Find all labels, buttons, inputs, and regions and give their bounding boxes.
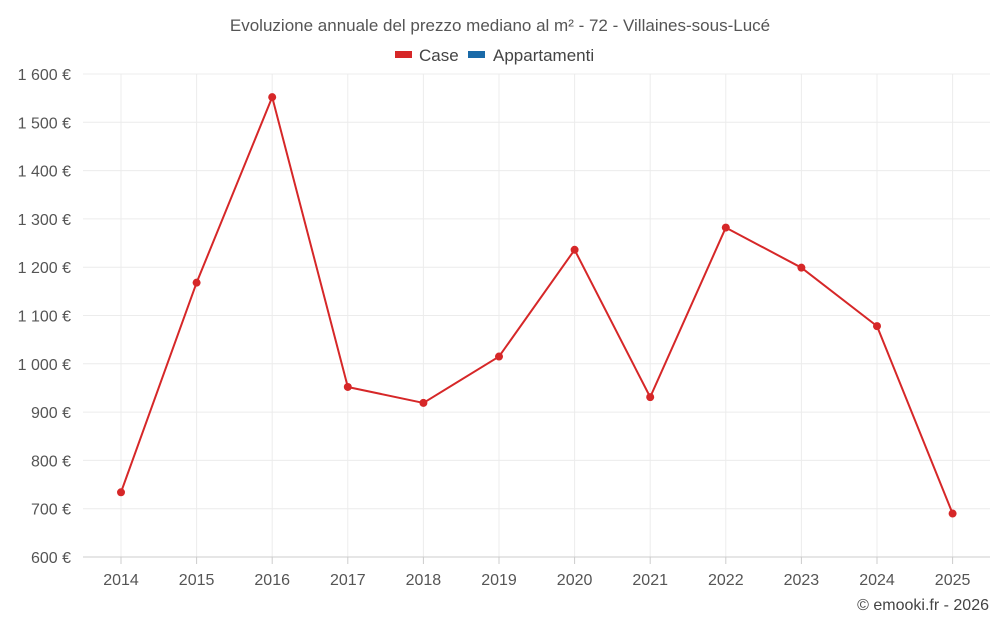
x-tick-label: 2016: [254, 572, 290, 589]
legend: Case Appartamenti: [395, 46, 594, 65]
legend-item-appartamenti[interactable]: Appartamenti: [468, 46, 594, 65]
legend-swatch-appartamenti: [468, 51, 485, 58]
y-tick-label: 1 500 €: [18, 115, 71, 132]
x-tick-label: 2024: [859, 572, 895, 589]
x-tick-label: 2023: [784, 572, 820, 589]
y-tick-label: 1 300 €: [18, 212, 71, 229]
data-point[interactable]: [192, 278, 201, 287]
data-point[interactable]: [495, 352, 503, 361]
y-tick-label: 1 100 €: [18, 309, 71, 326]
y-tick-label: 1 200 €: [18, 260, 71, 277]
chart-title: Evoluzione annuale del prezzo mediano al…: [230, 16, 770, 35]
data-point[interactable]: [873, 322, 881, 331]
x-tick-label: 2022: [708, 572, 744, 589]
series-layer: [117, 93, 957, 518]
y-tick-label: 900 €: [31, 405, 71, 422]
x-axis-ticks: 2014 2015 2016 2017 2018 2019 2020 2021 2022 2023…: [103, 557, 970, 589]
data-point[interactable]: [570, 245, 579, 254]
legend-item-case[interactable]: Case: [395, 46, 459, 65]
legend-label-case: Case: [419, 46, 459, 65]
x-tick-label: 2019: [481, 572, 517, 589]
y-tick-label: 1 400 €: [18, 164, 71, 181]
y-tick-label: 800 €: [31, 453, 71, 470]
credit-text: © emooki.fr - 2026: [857, 597, 989, 614]
x-tick-label: 2021: [632, 572, 668, 589]
data-point[interactable]: [117, 488, 125, 497]
data-point[interactable]: [268, 93, 277, 102]
x-tick-label: 2014: [103, 572, 139, 589]
y-tick-label: 700 €: [31, 502, 71, 519]
y-axis-ticks: 600 € 700 € 800 € 900 € 1 000 € 1 100 € 1 200 …: [18, 67, 71, 567]
y-tick-label: 1 000 €: [18, 357, 71, 374]
grid: [83, 73, 990, 557]
x-tick-label: 2020: [557, 572, 593, 589]
data-point[interactable]: [419, 398, 428, 407]
data-point[interactable]: [721, 223, 730, 232]
legend-label-appartamenti: Appartamenti: [493, 46, 594, 65]
data-point[interactable]: [948, 509, 957, 518]
x-tick-label: 2017: [330, 572, 366, 589]
data-point[interactable]: [646, 393, 655, 402]
series-line-case: [120, 96, 954, 514]
x-tick-label: 2018: [406, 572, 442, 589]
data-point[interactable]: [343, 382, 352, 391]
legend-swatch-case: [395, 51, 412, 58]
y-tick-label: 1 600 €: [18, 67, 71, 84]
x-tick-label: 2025: [935, 572, 971, 589]
y-tick-label: 600 €: [31, 550, 71, 567]
data-point[interactable]: [797, 263, 806, 272]
x-tick-label: 2015: [179, 572, 215, 589]
